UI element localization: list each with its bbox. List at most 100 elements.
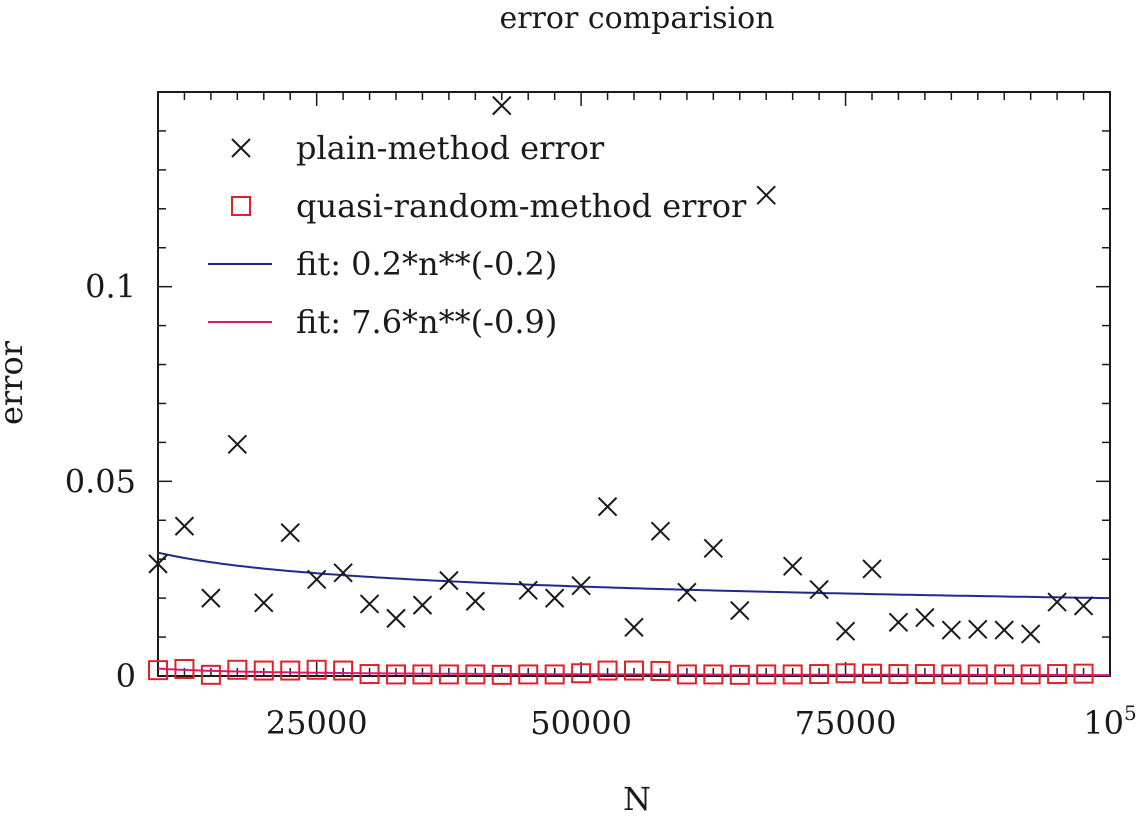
x-tick-label: 105 [1083, 701, 1136, 742]
fit-line-plain [157, 551, 1110, 600]
marker-stroke [597, 496, 618, 517]
data-point-quasi [280, 660, 301, 681]
data-point-plain [518, 580, 538, 601]
data-point-plain [730, 600, 750, 621]
data-point-plain [756, 185, 776, 205]
data-point-quasi [941, 664, 962, 685]
data-point-plain [333, 563, 353, 583]
data-point-quasi [729, 664, 750, 685]
data-point-quasi [518, 664, 539, 685]
data-point-quasi [809, 664, 830, 685]
data-point-quasi [333, 660, 354, 681]
legend: plain-method error quasi-random-method er… [208, 129, 747, 341]
marker-stroke [227, 434, 248, 455]
data-point-plain [597, 496, 618, 517]
x-tick-label: 50000 [530, 704, 632, 742]
data-point-plain [994, 620, 1014, 640]
legend-label: fit: 0.2*n**(-0.2) [296, 245, 557, 283]
data-point-plain [862, 559, 882, 579]
data-point-quasi [200, 664, 221, 685]
data-point-quasi [491, 664, 512, 685]
marker-stroke [465, 591, 486, 611]
data-point-quasi [676, 664, 697, 685]
y-tick-label: 0 [116, 657, 136, 695]
chart-title: error comparision [499, 1, 774, 36]
marker-stroke [571, 575, 591, 596]
marker-stroke [624, 617, 644, 638]
legend-entry-fit-plain: fit: 0.2*n**(-0.2) [208, 245, 557, 283]
data-point-plain [888, 612, 909, 632]
data-point-quasi [253, 660, 274, 681]
data-point-quasi [465, 664, 486, 685]
data-point-quasi [1020, 664, 1041, 685]
x-axis-label: N [623, 780, 651, 817]
marker-stroke [1073, 596, 1094, 616]
data-point-plain [412, 595, 433, 615]
marker-stroke [439, 570, 459, 591]
marker-stroke [492, 95, 512, 116]
data-point-plain [280, 523, 300, 543]
marker-stroke [148, 554, 168, 574]
data-point-quasi [888, 664, 909, 685]
marker-stroke [862, 559, 882, 579]
marker-stroke [677, 582, 697, 603]
marker-stroke [518, 580, 538, 601]
data-point-plain [465, 591, 486, 611]
marker-stroke [306, 569, 327, 590]
marker-stroke [1020, 624, 1041, 644]
data-point-plain [677, 582, 697, 603]
marker-stroke [1047, 592, 1067, 612]
marker-stroke [703, 538, 724, 559]
data-point-plain [492, 95, 512, 116]
data-point-plain [835, 621, 856, 641]
data-point-quasi [862, 663, 882, 684]
data-point-plain [703, 538, 724, 559]
data-point-quasi [994, 664, 1015, 685]
data-point-quasi [148, 660, 168, 681]
legend-swatch [231, 196, 251, 216]
legend-entry-quasi: quasi-random-method error [231, 187, 747, 225]
data-point-plain [650, 521, 671, 541]
marker-stroke [782, 556, 803, 576]
marker-stroke [280, 523, 300, 543]
x-tick-label: 25000 [266, 704, 368, 742]
data-point-plain [571, 575, 591, 596]
data-point-quasi [703, 664, 724, 685]
marker-stroke [835, 621, 856, 641]
data-point-plain [1073, 596, 1094, 616]
data-point-plain [968, 619, 988, 639]
marker-stroke [412, 595, 433, 615]
data-point-quasi [174, 658, 195, 679]
data-point-plain [624, 617, 644, 638]
marker-stroke [174, 516, 195, 536]
data-point-plain [306, 569, 327, 590]
data-point-quasi [835, 663, 856, 684]
marker-stroke [915, 607, 935, 628]
marker-stroke [359, 594, 380, 614]
marker-stroke [968, 619, 988, 639]
data-point-plain [544, 588, 565, 608]
x-tick-label: 75000 [795, 704, 897, 742]
marker-stroke [386, 608, 406, 629]
legend-label: fit: 7.6*n**(-0.9) [296, 303, 557, 341]
marker-stroke [756, 185, 776, 205]
data-point-plain [941, 620, 962, 640]
data-point-plain [254, 593, 274, 613]
legend-swatch [231, 138, 251, 158]
data-point-quasi [306, 659, 327, 680]
data-point-plain [809, 579, 829, 600]
data-point-plain [174, 516, 195, 536]
marker-stroke [994, 620, 1014, 640]
data-point-quasi [914, 664, 935, 685]
legend-entry-fit-quasi: fit: 7.6*n**(-0.9) [208, 303, 557, 341]
data-point-quasi [597, 660, 618, 681]
marker-stroke [941, 620, 962, 640]
data-point-quasi [650, 660, 671, 681]
x-tick-label-exponent: 5 [1124, 701, 1137, 725]
data-point-plain [1020, 624, 1041, 644]
y-tick-label: 0.05 [65, 462, 136, 500]
legend-entry-plain: plain-method error [231, 129, 605, 167]
data-point-plain [148, 554, 168, 574]
marker-stroke [254, 593, 274, 613]
